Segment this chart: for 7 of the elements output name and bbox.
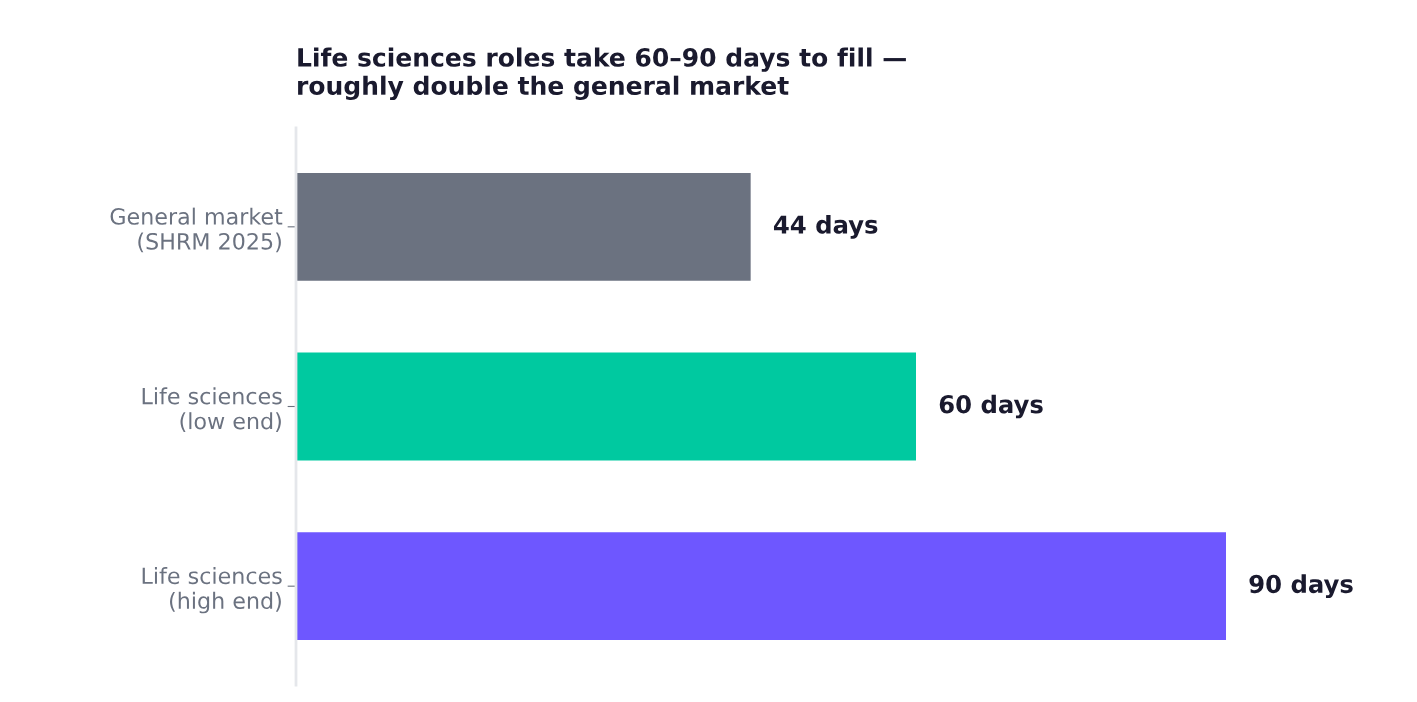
data-label: 60 days (939, 394, 1043, 419)
data-label: 90 days (1249, 574, 1353, 599)
chart-title: Life sciences roles take 60–90 days to fill — roughly double the general market (298, 47, 906, 101)
y-tick-label: Life sciences (high end) (142, 566, 282, 614)
data-label: 44 days (773, 214, 878, 239)
y-tick-label: Life sciences (low end) (142, 387, 282, 432)
y-tick-label: General market (SHRM 2025) (110, 207, 283, 253)
